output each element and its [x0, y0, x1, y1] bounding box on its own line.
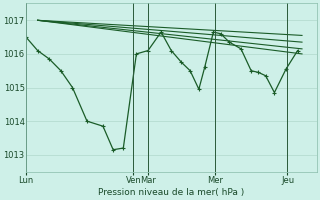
X-axis label: Pression niveau de la mer( hPa ): Pression niveau de la mer( hPa ) — [98, 188, 244, 197]
